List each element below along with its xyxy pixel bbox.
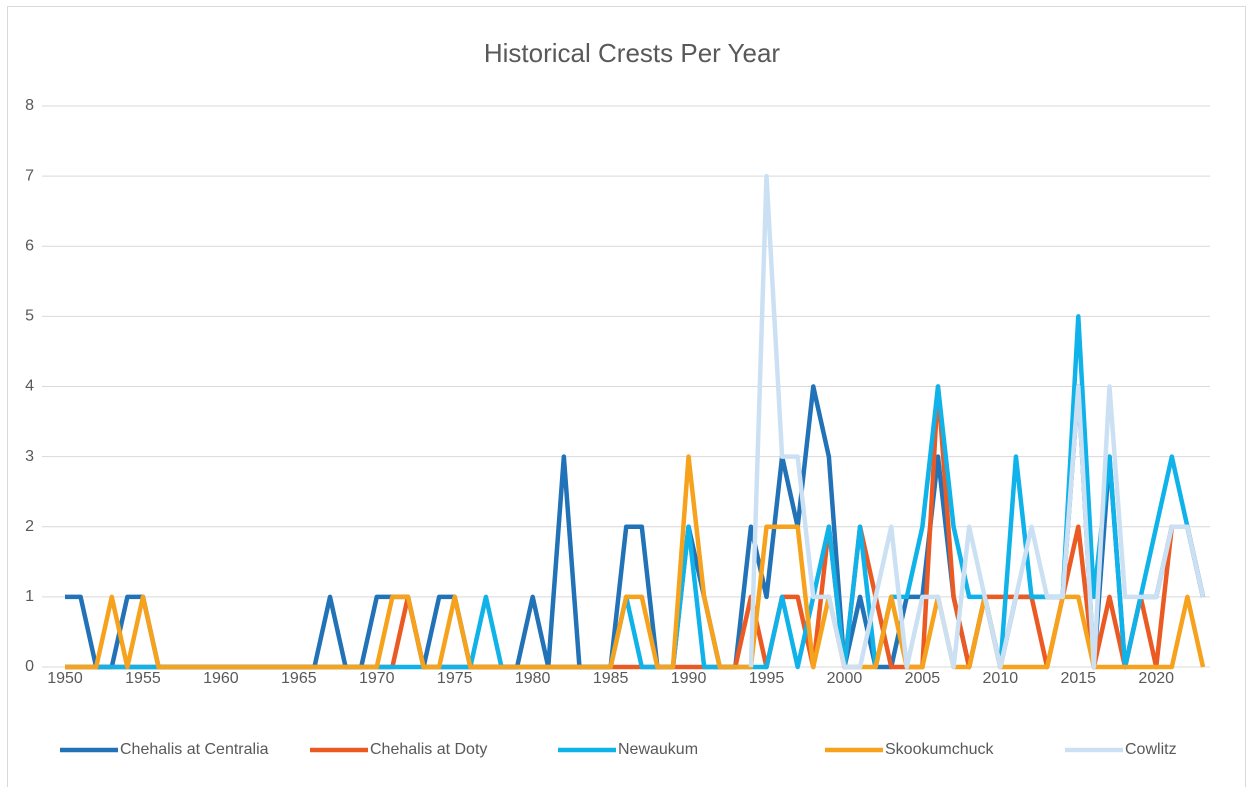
- legend-label: Chehalis at Doty: [370, 741, 487, 758]
- x-tick-label: 1990: [671, 670, 707, 687]
- legend-label: Newaukum: [618, 741, 698, 758]
- x-tick-label: 1965: [281, 670, 317, 687]
- x-tick-label: 2005: [905, 670, 941, 687]
- y-tick-label: 6: [25, 237, 34, 254]
- x-tick-label: 1955: [125, 670, 161, 687]
- legend-label: Skookumchuck: [885, 741, 994, 758]
- y-tick-label: 7: [25, 167, 34, 184]
- y-tick-label: 8: [25, 97, 34, 114]
- x-tick-label: 2000: [827, 670, 863, 687]
- x-tick-label: 1985: [593, 670, 629, 687]
- y-tick-label: 4: [25, 378, 34, 395]
- x-tick-label: 1950: [47, 670, 83, 687]
- legend-label: Cowlitz: [1125, 741, 1177, 758]
- x-tick-label: 1995: [749, 670, 785, 687]
- series-line: [65, 454, 1206, 670]
- x-tick-label: 2010: [983, 670, 1019, 687]
- chart-title: Historical Crests Per Year: [484, 38, 781, 68]
- y-tick-label: 3: [25, 448, 34, 465]
- x-tick-label: 1975: [437, 670, 473, 687]
- chart-frame: [7, 6, 1246, 787]
- x-tick-label: 1970: [359, 670, 395, 687]
- x-tick-label: 2015: [1060, 670, 1096, 687]
- y-tick-label: 2: [25, 518, 34, 535]
- y-tick-label: 1: [25, 588, 34, 605]
- y-tick-label: 0: [25, 658, 34, 675]
- x-tick-label: 2020: [1138, 670, 1174, 687]
- x-tick-label: 1980: [515, 670, 551, 687]
- legend-label: Chehalis at Centralia: [120, 741, 269, 758]
- series-line: [748, 173, 1206, 670]
- x-tick-label: 1960: [203, 670, 239, 687]
- y-tick-label: 5: [25, 308, 34, 325]
